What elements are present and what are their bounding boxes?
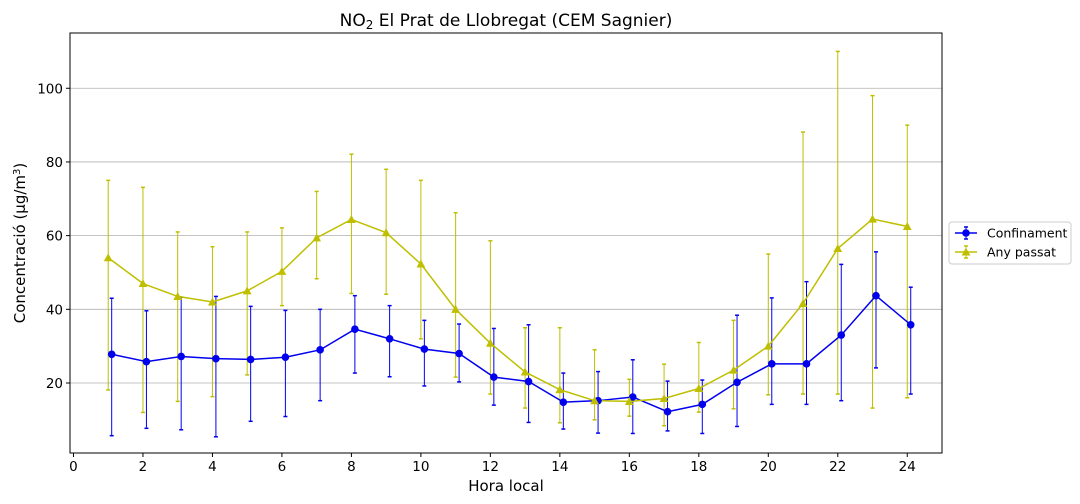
data-point-confinament [698,400,707,409]
data-point-confinament [316,346,324,354]
legend-item-confinament: Confinament [955,226,1068,241]
y-tick-label: 40 [46,302,63,318]
y-tick-label: 20 [46,376,63,392]
data-point-any-passat [103,253,113,262]
data-point-confinament [767,360,776,368]
data-point-confinament [524,377,533,386]
data-point-any-passat [590,396,599,405]
x-tick-label: 10 [412,459,429,475]
legend-label: Any passat [987,245,1056,260]
chart-title-subscript: 2 [366,18,374,32]
error-bars [106,50,913,438]
x-tick-label: 8 [347,459,356,475]
grid-lines [70,87,942,384]
data-point-any-passat [485,338,495,347]
data-point-any-passat [902,222,912,230]
y-axis-label-superscript: 3 [12,169,23,175]
data-point-confinament [455,349,463,358]
data-point-any-passat [451,304,461,313]
data-point-any-passat [833,244,843,253]
data-point-confinament [212,354,220,363]
data-point-confinament [385,334,394,343]
data-point-any-passat [381,228,391,237]
x-tick-label: 24 [899,459,916,475]
legend-label: Confinament [987,226,1068,241]
x-tick-label: 20 [760,459,777,475]
plot-area-frame [69,32,943,454]
data-point-any-passat [208,297,217,306]
x-tick-label: 18 [690,459,707,475]
y-tick-label: 100 [37,81,63,97]
data-point-any-passat [312,233,322,242]
data-point-confinament [837,331,846,339]
data-point-any-passat [659,394,669,402]
data-point-confinament [177,352,185,361]
data-point-any-passat [138,279,148,288]
chart-title: NO2 El Prat de Llobregat (CEM Sagnier) [340,11,673,32]
data-point-confinament [351,325,359,334]
data-point-confinament [281,353,290,362]
data-point-confinament [107,350,116,359]
x-tick-label: 16 [621,459,638,475]
data-point-confinament [906,320,915,329]
data-point-confinament [490,373,498,381]
y-tick-label: 80 [46,155,63,171]
data-point-any-passat [555,385,565,394]
y-axis-label: Concentració (µg/m3) [11,163,29,324]
y-axis-label-end: ) [11,163,29,169]
y-tick-label: 60 [46,229,63,245]
series-markers [103,214,915,416]
data-point-any-passat [624,397,634,405]
data-point-confinament [802,360,811,368]
x-tick-label: 22 [829,459,846,475]
legend: Confinament Any passat [948,221,1072,265]
data-point-confinament [872,291,880,300]
data-point-confinament [559,398,568,406]
x-tick-label: 12 [482,459,499,475]
series-lines [107,218,912,413]
legend-box [948,221,1072,265]
data-point-any-passat [694,384,704,393]
data-point-any-passat [416,259,426,268]
data-point-any-passat [729,365,738,374]
series-line-any-passat [107,218,908,403]
data-point-any-passat [763,341,773,350]
data-point-confinament [663,407,672,416]
data-point-confinament [733,378,741,387]
x-tick-label: 6 [278,459,287,475]
data-point-any-passat [798,299,808,307]
series-line-confinament [111,294,912,413]
data-point-any-passat [868,214,877,223]
x-axis-label: Hora local [468,477,544,495]
x-tick-label: 14 [551,459,568,475]
data-point-any-passat [520,367,530,376]
data-point-any-passat [277,266,287,275]
legend-marker [962,229,970,237]
chart-title-main: NO [340,11,366,31]
data-point-confinament [142,357,151,366]
legend-marker [961,247,971,256]
legend-item-any-passat: Any passat [955,245,1056,260]
data-point-confinament [629,393,637,401]
x-tick-label: 2 [139,459,148,475]
y-axis-label-main: Concentració (µg/m [11,175,29,323]
chart-title-rest: El Prat de Llobregat (CEM Sagnier) [373,11,672,31]
data-point-any-passat [242,286,252,295]
data-point-any-passat [173,292,183,300]
x-tick-label: 0 [69,459,78,475]
data-point-confinament [420,345,429,353]
data-point-confinament [246,355,255,364]
x-tick-label: 4 [208,459,217,475]
data-point-any-passat [347,215,356,223]
